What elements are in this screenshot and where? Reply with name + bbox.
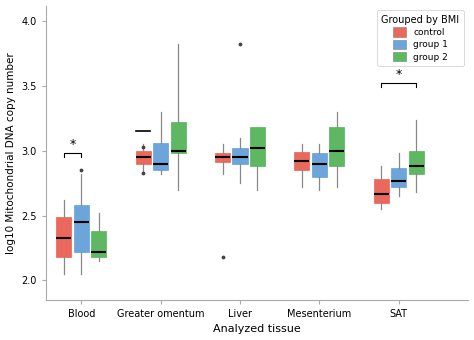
PathPatch shape bbox=[91, 231, 106, 257]
Text: *: * bbox=[395, 68, 402, 81]
Legend: control, group 1, group 2: control, group 1, group 2 bbox=[377, 10, 464, 66]
PathPatch shape bbox=[171, 122, 186, 153]
PathPatch shape bbox=[215, 153, 230, 163]
PathPatch shape bbox=[250, 128, 265, 166]
PathPatch shape bbox=[74, 205, 89, 252]
X-axis label: Analyzed tissue: Analyzed tissue bbox=[213, 324, 301, 335]
Text: *: * bbox=[70, 138, 76, 151]
PathPatch shape bbox=[374, 179, 389, 203]
PathPatch shape bbox=[409, 151, 424, 174]
PathPatch shape bbox=[56, 217, 72, 257]
Y-axis label: log10 Mitochondrial DNA copy number: log10 Mitochondrial DNA copy number bbox=[6, 52, 16, 254]
PathPatch shape bbox=[312, 153, 327, 177]
PathPatch shape bbox=[294, 152, 310, 170]
PathPatch shape bbox=[391, 168, 406, 187]
PathPatch shape bbox=[232, 148, 247, 164]
PathPatch shape bbox=[329, 128, 344, 166]
PathPatch shape bbox=[153, 143, 168, 170]
PathPatch shape bbox=[136, 151, 151, 164]
